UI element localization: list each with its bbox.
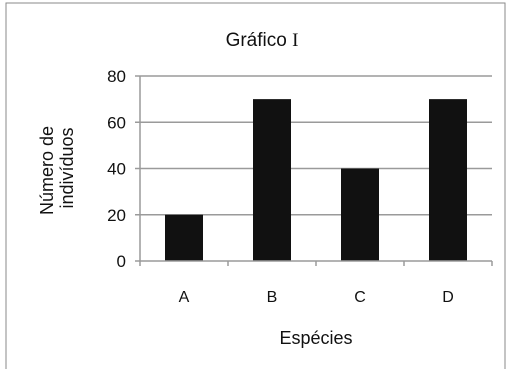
y-tick-labels: 0 20 40 60 80 (107, 67, 126, 271)
y-tick-label: 0 (117, 252, 126, 271)
bar (429, 99, 467, 261)
bars (165, 99, 467, 261)
y-axis-title-line-2: indivíduos (57, 127, 77, 208)
x-axis-title: Espécies (279, 328, 352, 348)
chart-title: Gráfico I (226, 30, 299, 51)
y-tick-label: 60 (107, 113, 126, 132)
chart-title-text: Gráfico (226, 30, 293, 51)
bar (253, 99, 291, 261)
x-tick-label: D (442, 289, 454, 306)
y-axis-title-line-1: Número de (37, 126, 57, 215)
y-tick-label: 80 (107, 67, 126, 86)
y-axis-title: Número de indivíduos (37, 121, 77, 215)
bar (341, 168, 379, 261)
bar (165, 214, 203, 261)
x-tick-label: B (267, 289, 278, 306)
y-tick-label: 20 (107, 206, 126, 225)
x-tick-label: A (179, 289, 190, 306)
chart-frame (5, 2, 506, 369)
x-tick-label: C (354, 289, 366, 306)
chart-title-numeral: I (292, 30, 298, 51)
axes (135, 75, 493, 266)
x-tick-labels: A B C D (179, 289, 454, 306)
y-tick-label: 40 (107, 160, 126, 179)
